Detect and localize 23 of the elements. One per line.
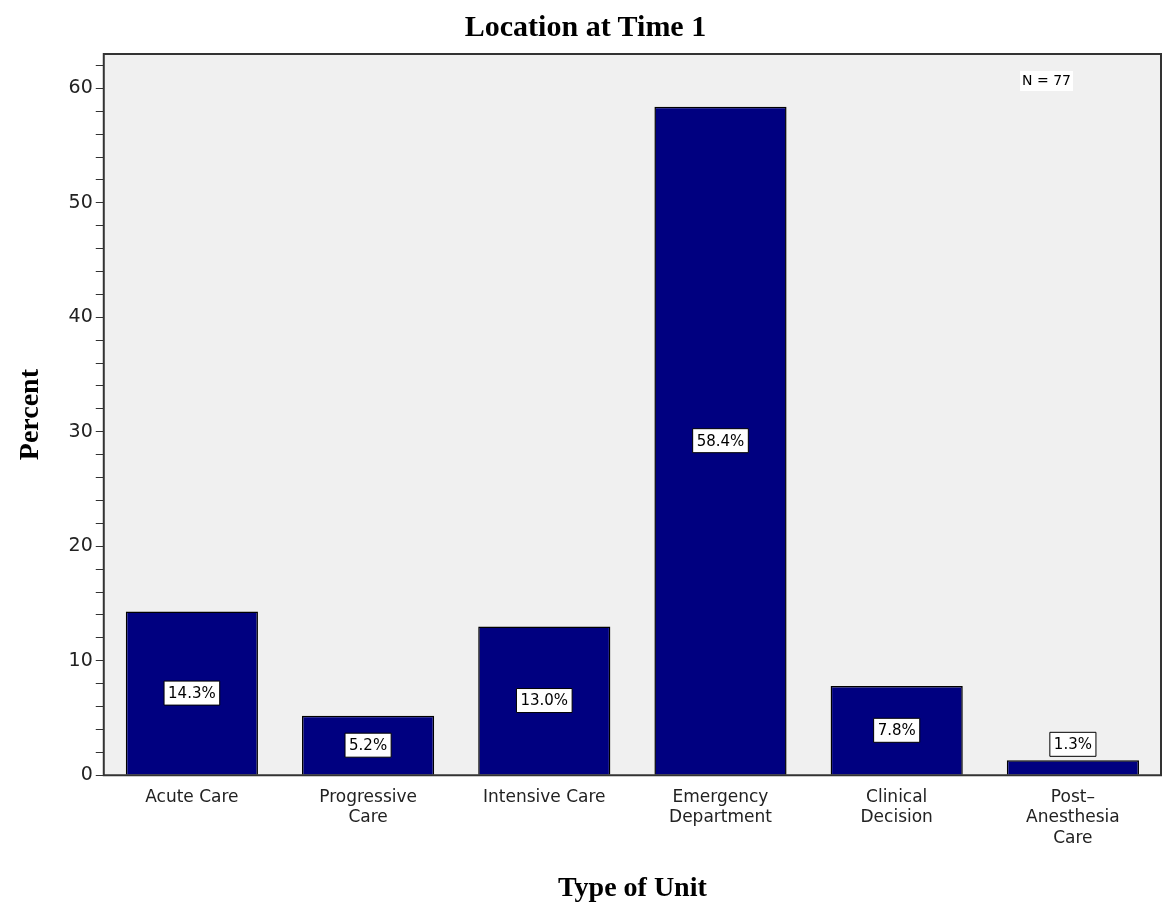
data-label: 5.2% xyxy=(349,736,388,755)
y-tick-label: 20 xyxy=(68,533,93,556)
x-tick-label: Progressive Care xyxy=(319,785,417,827)
y-tick-label: 30 xyxy=(68,418,93,441)
y-tick-label: 10 xyxy=(68,647,93,670)
data-label: 58.4% xyxy=(696,431,745,450)
x-tick-label: Emergency Department xyxy=(669,785,773,827)
data-label: 7.8% xyxy=(877,721,916,740)
data-label: 1.3% xyxy=(1053,735,1092,754)
x-axis-title: Type of Unit xyxy=(557,871,708,903)
y-axis-title: Percent xyxy=(13,368,45,461)
x-tick-label: Acute Care xyxy=(145,785,239,806)
x-tick-label: Post– Anesthesia Care xyxy=(1026,785,1120,847)
data-label: 13.0% xyxy=(520,691,569,710)
x-tick-label: Clinical Decision xyxy=(860,785,933,827)
data-label: 14.3% xyxy=(168,683,216,702)
y-tick-label: 50 xyxy=(68,189,93,212)
annotation: N = 77 xyxy=(1022,71,1071,88)
x-tick-label: Intensive Care xyxy=(483,785,606,806)
chart-title: Location at Time 1 xyxy=(464,8,707,42)
y-tick-label: 40 xyxy=(68,304,93,327)
y-tick-label: 0 xyxy=(80,762,93,785)
y-tick-label: 60 xyxy=(68,75,93,98)
